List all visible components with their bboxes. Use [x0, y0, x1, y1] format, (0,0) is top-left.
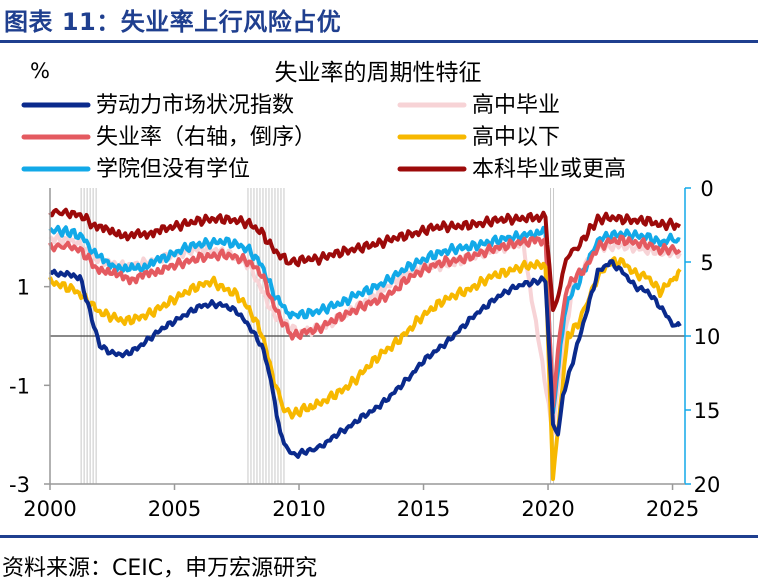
series-line-0: [48, 259, 682, 459]
y-left-tick-label: -3: [9, 473, 30, 497]
legend-label-5: 本科毕业或更高: [472, 157, 626, 182]
series-line-5: [48, 207, 682, 312]
legend-label-4: 学院但没有学位: [96, 157, 250, 182]
figure-title: 图表 11：失业率上行风险占优: [4, 8, 342, 36]
y-left-tick-label: 1: [17, 276, 30, 300]
y-right-tick-label: 5: [700, 251, 713, 275]
chart-title: 失业率的周期性特征: [275, 60, 482, 86]
x-tick-label: 2000: [23, 497, 76, 521]
legend-label-0: 劳动力市场状况指数: [96, 93, 294, 118]
footer-rule: [0, 535, 758, 538]
legend-label-3: 高中以下: [472, 125, 560, 150]
x-tick-label: 2015: [397, 497, 450, 521]
title-rule: [0, 40, 758, 43]
x-tick-label: 2020: [521, 497, 574, 521]
legend-label-2: 失业率（右轴，倒序）: [96, 125, 316, 150]
series-line-2: [48, 234, 682, 409]
x-tick-label: 2025: [646, 497, 699, 521]
x-tick-label: 2010: [272, 497, 325, 521]
x-tick-label: 2005: [148, 497, 201, 521]
y-right-tick-label: 15: [694, 399, 721, 423]
y-right-tick-label: 20: [694, 473, 721, 497]
left-axis-unit: %: [30, 59, 50, 83]
y-right-tick-label: 10: [694, 325, 721, 349]
series-line-4: [48, 224, 681, 415]
source-note: 资料来源：CEIC，申万宏源研究: [2, 556, 318, 581]
legend-label-1: 高中毕业: [472, 93, 560, 118]
series-line-3: [48, 256, 682, 481]
y-right-tick-label: 0: [700, 177, 713, 201]
series-layer: [48, 207, 682, 481]
y-left-tick-label: -1: [9, 374, 30, 398]
